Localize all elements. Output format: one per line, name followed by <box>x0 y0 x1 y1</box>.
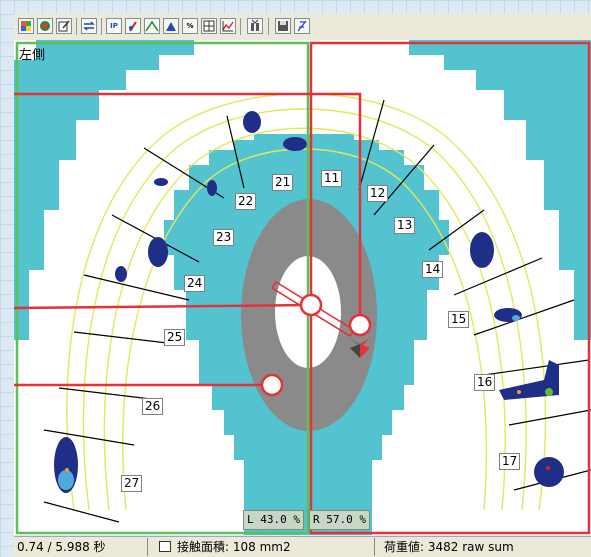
tooth-label-26: 26 <box>142 398 164 415</box>
tooth-label-17: 17 <box>499 453 521 470</box>
tooth-label-25: 25 <box>164 329 186 346</box>
contact-area-cell: 接触面積: 108 mm2 <box>159 539 291 555</box>
curve-icon[interactable] <box>144 18 160 34</box>
tooth-label-15: 15 <box>448 311 470 328</box>
background-area <box>14 40 36 60</box>
load-value: 荷重値: 3482 raw sum <box>384 540 514 554</box>
record-icon[interactable] <box>37 18 53 34</box>
left-side-label: 左側 <box>19 48 46 63</box>
ip-icon[interactable]: IP <box>106 18 122 34</box>
toolbar-separator <box>101 18 102 35</box>
left-percentage: L 43.0 % <box>243 510 304 530</box>
right-force-marker[interactable] <box>348 313 372 337</box>
tooth-label-12: 12 <box>367 185 389 202</box>
edit-icon[interactable] <box>56 18 72 34</box>
settings-icon[interactable] <box>294 18 310 34</box>
toolbar-separator <box>76 18 77 35</box>
contact-points <box>54 111 564 493</box>
center-of-force-marker[interactable] <box>299 293 323 317</box>
left-side-box <box>15 41 310 535</box>
percent-icon[interactable]: % <box>182 18 198 34</box>
force-icon[interactable] <box>247 18 263 34</box>
tooth-label-23: 23 <box>213 229 235 246</box>
right-side-box <box>309 41 591 535</box>
tooth-label-21: 21 <box>272 174 294 191</box>
grid-icon[interactable] <box>201 18 217 34</box>
swap-icon[interactable] <box>81 18 97 34</box>
tooth-label-24: 24 <box>184 275 206 292</box>
right-percentage: R 57.0 % <box>309 510 370 530</box>
save-icon[interactable] <box>275 18 291 34</box>
tooth-label-16: 16 <box>474 374 496 391</box>
toolbar-separator <box>268 18 269 35</box>
tooth-label-11: 11 <box>321 170 343 187</box>
tooth-label-22: 22 <box>235 193 257 210</box>
status-divider <box>147 538 148 556</box>
tooth-label-13: 13 <box>394 217 416 234</box>
time-display: 0.74 / 5.988 秒 <box>17 540 106 554</box>
marker-icon[interactable] <box>125 18 141 34</box>
background-area <box>454 40 591 210</box>
status-bar: 0.74 / 5.988 秒 接触面積: 108 mm2 荷重値: 3482 r… <box>14 536 591 557</box>
center-of-force-trajectory <box>14 92 362 387</box>
tooth-label-27: 27 <box>121 475 143 492</box>
direction-marker <box>350 338 370 358</box>
status-divider <box>374 538 375 556</box>
occlusion-map[interactable]: 左側 21 11 22 12 23 13 24 14 25 15 26 16 2… <box>14 40 591 535</box>
toolbar-separator <box>240 18 241 35</box>
graph-icon[interactable] <box>220 18 236 34</box>
toolbar: IP % <box>14 14 591 41</box>
tooth-label-14: 14 <box>422 261 444 278</box>
background-area <box>14 40 154 210</box>
tooth-boundaries <box>43 99 591 523</box>
triangle-icon[interactable] <box>163 18 179 34</box>
contact-area-value: 接触面積: 108 mm2 <box>177 540 291 554</box>
contact-area-checkbox[interactable] <box>159 541 171 552</box>
left-force-marker[interactable] <box>260 373 284 397</box>
color-grid-icon[interactable] <box>18 18 34 34</box>
